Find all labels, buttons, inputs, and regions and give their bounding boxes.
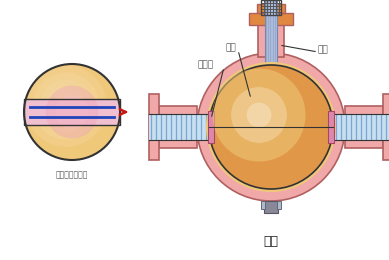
Bar [24, 99, 120, 125]
Circle shape [24, 64, 120, 160]
Circle shape [231, 87, 287, 143]
Text: 球阀: 球阀 [263, 235, 279, 248]
Bar [328, 111, 334, 143]
Circle shape [32, 72, 100, 140]
Bar [149, 94, 159, 160]
Bar [261, 201, 265, 209]
Circle shape [247, 103, 272, 127]
Bar [24, 99, 120, 125]
Text: 球体: 球体 [226, 43, 237, 53]
Text: 球体俧视剑面图: 球体俧视剑面图 [56, 170, 88, 179]
Bar [149, 114, 211, 140]
Circle shape [206, 62, 336, 192]
Bar [258, 25, 284, 57]
Text: 密封座: 密封座 [198, 61, 214, 69]
Bar [383, 94, 389, 160]
Circle shape [40, 80, 93, 132]
Circle shape [46, 86, 98, 138]
Circle shape [212, 68, 305, 161]
Bar [208, 111, 214, 143]
Bar [331, 114, 389, 140]
Bar [249, 13, 293, 25]
Bar [277, 201, 281, 209]
Circle shape [197, 53, 345, 201]
Bar [159, 106, 197, 148]
Circle shape [55, 95, 89, 129]
Bar [261, 0, 281, 15]
Circle shape [209, 65, 333, 189]
Text: 阀杆: 阀杆 [318, 46, 329, 55]
Bar [264, 201, 278, 213]
Bar [257, 4, 285, 13]
Circle shape [25, 65, 107, 147]
Circle shape [47, 87, 85, 125]
Circle shape [54, 94, 78, 118]
Bar [345, 106, 383, 148]
Bar [265, 0, 277, 117]
